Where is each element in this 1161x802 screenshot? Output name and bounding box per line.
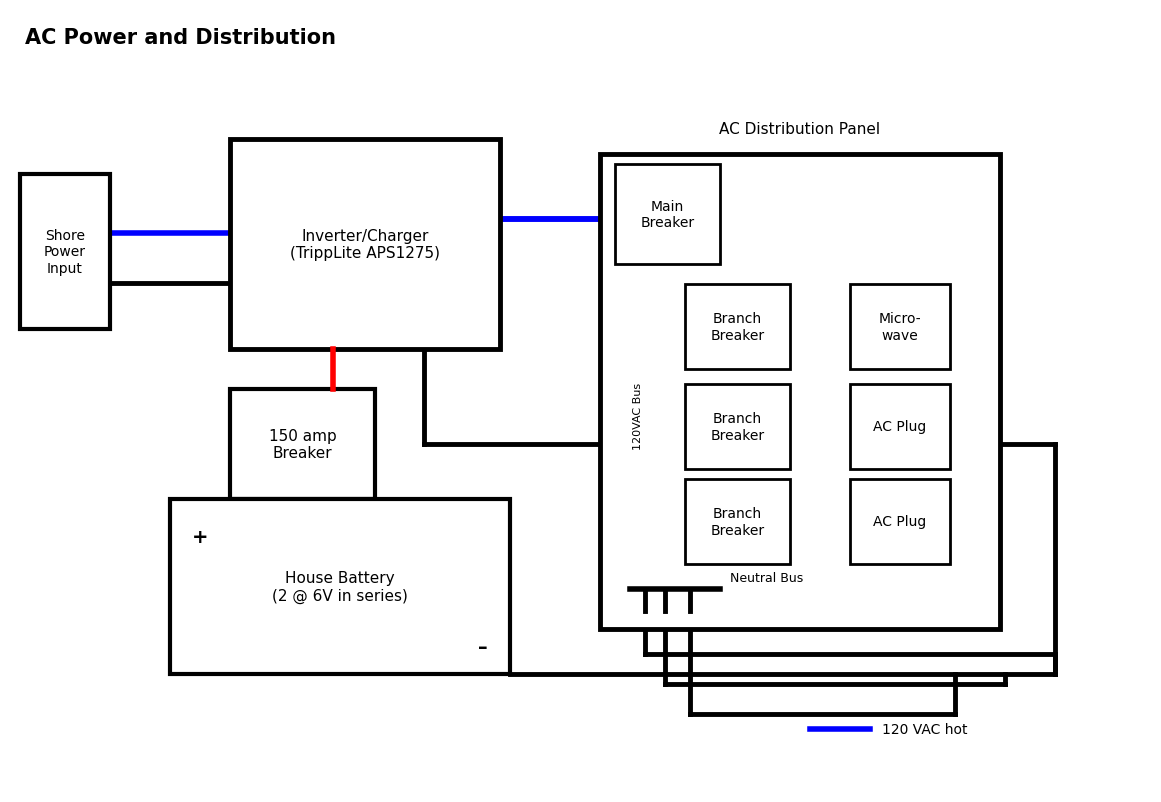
Bar — [850, 285, 950, 370]
Text: AC Distribution Panel: AC Distribution Panel — [720, 122, 880, 137]
Text: Neutral Bus: Neutral Bus — [730, 571, 803, 585]
Text: Branch
Breaker: Branch Breaker — [711, 507, 765, 537]
Bar — [20, 175, 110, 330]
Text: 120 VAC hot: 120 VAC hot — [882, 722, 967, 736]
Text: AC Power and Distribution: AC Power and Distribution — [26, 28, 336, 48]
Bar — [685, 384, 789, 469]
Text: Shore
Power
Input: Shore Power Input — [44, 229, 86, 275]
Bar — [850, 384, 950, 469]
Bar — [600, 155, 1000, 630]
Text: Inverter/Charger
(TrippLite APS1275): Inverter/Charger (TrippLite APS1275) — [290, 229, 440, 261]
Text: Branch
Breaker: Branch Breaker — [711, 412, 765, 442]
Text: Main
Breaker: Main Breaker — [641, 200, 694, 230]
Bar — [230, 390, 375, 500]
Text: Micro-
wave: Micro- wave — [879, 312, 922, 342]
Bar — [850, 480, 950, 565]
Text: AC Plug: AC Plug — [873, 420, 926, 434]
Text: 150 amp
Breaker: 150 amp Breaker — [268, 428, 337, 460]
Bar — [685, 285, 789, 370]
Text: 120VAC Bus: 120VAC Bus — [633, 383, 643, 449]
Text: AC Plug: AC Plug — [873, 515, 926, 529]
Bar — [685, 480, 789, 565]
Text: House Battery
(2 @ 6V in series): House Battery (2 @ 6V in series) — [272, 570, 408, 603]
Bar — [170, 500, 510, 674]
Text: –: – — [478, 638, 488, 656]
Bar — [230, 140, 500, 350]
Text: +: + — [192, 528, 209, 546]
Text: Branch
Breaker: Branch Breaker — [711, 312, 765, 342]
Bar — [615, 164, 720, 265]
